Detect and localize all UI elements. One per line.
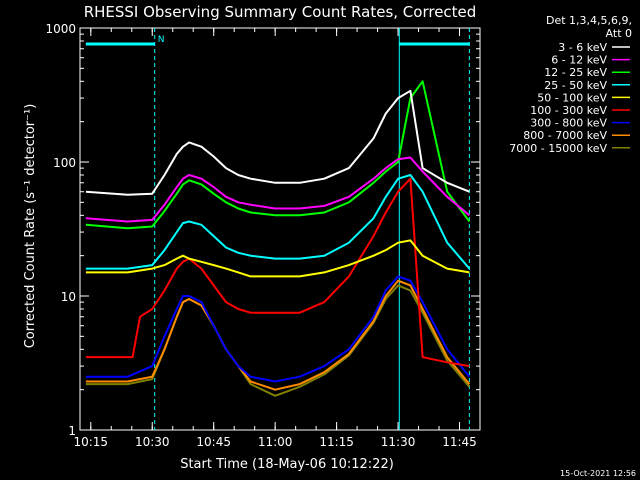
legend-label: 800 - 7000 keV — [523, 129, 607, 142]
series-line — [85, 177, 470, 368]
series-line — [85, 275, 471, 383]
legend-label: 12 - 25 keV — [544, 66, 607, 79]
plot-area: 1 10 100 1000 10:15 10:30 10:45 11:00 11:15 11:30… — [45, 22, 481, 449]
x-tick-label: 10:15 — [73, 435, 108, 449]
x-tick-label: 10:30 — [135, 435, 170, 449]
annotation-label: N — [158, 35, 165, 45]
legend-label: 50 - 100 keV — [537, 91, 607, 104]
legend-label: 300 - 800 keV — [530, 117, 607, 130]
y-tick-label: 1 — [68, 424, 76, 438]
series-line — [85, 279, 471, 391]
x-tick-label: 11:45 — [442, 435, 477, 449]
series-line — [85, 156, 471, 223]
x-tick-label: 11:00 — [258, 435, 293, 449]
legend-label: 6 - 12 keV — [551, 54, 607, 67]
y-axis-label: Corrected Count Rate (s⁻¹ detector⁻¹) — [23, 104, 38, 349]
series-line — [85, 239, 470, 278]
series-line — [85, 80, 471, 230]
legend-header-line-1: Det 1,3,4,5,6,9, — [546, 14, 632, 27]
legend-header-line-2: Att 0 — [606, 27, 632, 40]
x-tick-label: 10:45 — [196, 435, 231, 449]
series-line — [85, 174, 471, 270]
y-tick-label: 1000 — [45, 22, 76, 36]
x-axis-label: Start Time (18-May-06 10:12:22) — [180, 457, 394, 472]
legend-label: 3 - 6 keV — [558, 41, 607, 54]
data-layer: N — [85, 28, 471, 430]
plot-frame — [79, 27, 481, 431]
y-tick-label: 100 — [53, 156, 76, 170]
footer-date: 15-Oct-2021 12:56 — [560, 469, 636, 478]
x-tick-label: 11:15 — [319, 435, 354, 449]
legend-label: 25 - 50 keV — [544, 79, 607, 92]
legend-label: 100 - 300 keV — [530, 104, 607, 117]
x-tick-label: 11:30 — [381, 435, 416, 449]
y-tick-label: 10 — [61, 290, 76, 304]
legend-label: 7000 - 15000 keV — [509, 142, 607, 155]
series-line — [85, 89, 470, 196]
chart-title: RHESSI Observing Summary Count Rates, Co… — [84, 3, 477, 21]
